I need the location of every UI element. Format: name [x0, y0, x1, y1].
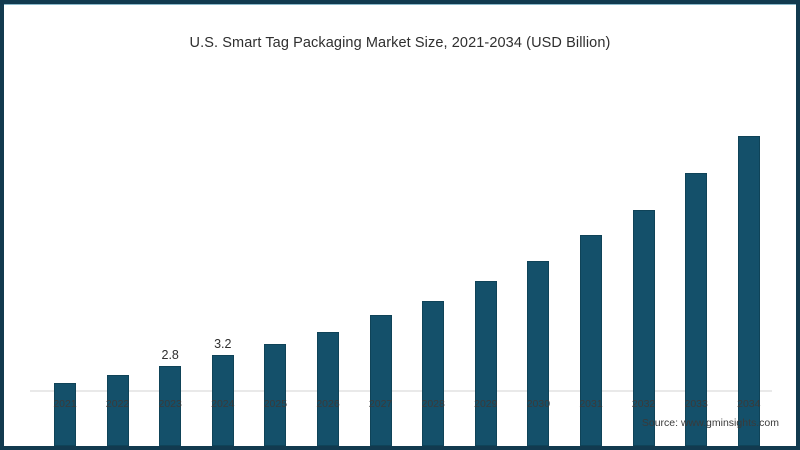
bar-2029[interactable]: [474, 281, 497, 446]
frame-accent-line: [4, 4, 796, 5]
bar-item[interactable]: [369, 60, 392, 446]
bar-value-label-2023: 2.8: [161, 348, 179, 363]
bar-item[interactable]: 3.2: [211, 60, 234, 446]
bar-2027[interactable]: [369, 315, 392, 446]
bar-2028[interactable]: [422, 300, 445, 446]
x-axis-line: [30, 390, 772, 392]
x-tick-2025: 2025: [263, 398, 288, 410]
x-tick-2028: 2028: [421, 398, 445, 410]
bar-item[interactable]: [264, 60, 287, 446]
bar-item[interactable]: [474, 60, 497, 446]
plot-area: 2.8 3.2 2021 2022 2023 2024 2025 2026 2027 2028 2…: [4, 4, 796, 446]
x-tick-2034: 2034: [737, 398, 761, 410]
bar-item[interactable]: 2.8: [159, 60, 182, 446]
bar-item[interactable]: [737, 60, 760, 446]
bar-2030[interactable]: [527, 261, 550, 446]
x-tick-2032: 2032: [631, 398, 656, 410]
bar-item[interactable]: [422, 60, 445, 446]
chart-title: U.S. Smart Tag Packaging Market Size, 20…: [189, 35, 611, 51]
bar-item[interactable]: [580, 60, 602, 446]
bar-2023[interactable]: [159, 366, 182, 446]
x-tick-2024: 2024: [211, 398, 235, 410]
x-tick-2030: 2030: [526, 398, 551, 410]
bar-value-label-2024: 3.2: [214, 336, 232, 351]
x-tick-2026: 2026: [316, 398, 340, 410]
source-attribution: Source: www.gminsights.com: [641, 417, 779, 429]
bar-2026[interactable]: [317, 332, 339, 446]
bar-2024[interactable]: [211, 354, 234, 446]
x-tick-2029: 2029: [474, 398, 498, 410]
bar-item[interactable]: [685, 60, 708, 446]
bar-2033[interactable]: [685, 172, 708, 446]
x-tick-2033: 2033: [684, 398, 708, 410]
bar-2034[interactable]: [737, 135, 760, 446]
bar-item[interactable]: [54, 60, 76, 446]
bar-2021[interactable]: [54, 383, 76, 446]
bar-item[interactable]: [317, 60, 339, 446]
bar-item[interactable]: [632, 60, 655, 446]
bar-2022[interactable]: [106, 374, 129, 446]
x-tick-2027: 2027: [368, 398, 393, 410]
bar-item[interactable]: [527, 60, 550, 446]
x-tick-2031: 2031: [579, 398, 603, 410]
bar-2031[interactable]: [580, 235, 602, 446]
bar-item[interactable]: [106, 60, 129, 446]
x-tick-2023: 2023: [158, 398, 182, 410]
x-tick-2021: 2021: [53, 398, 77, 410]
bar-2025[interactable]: [264, 343, 287, 446]
x-tick-2022: 2022: [105, 398, 130, 410]
bar-2032[interactable]: [632, 209, 655, 446]
